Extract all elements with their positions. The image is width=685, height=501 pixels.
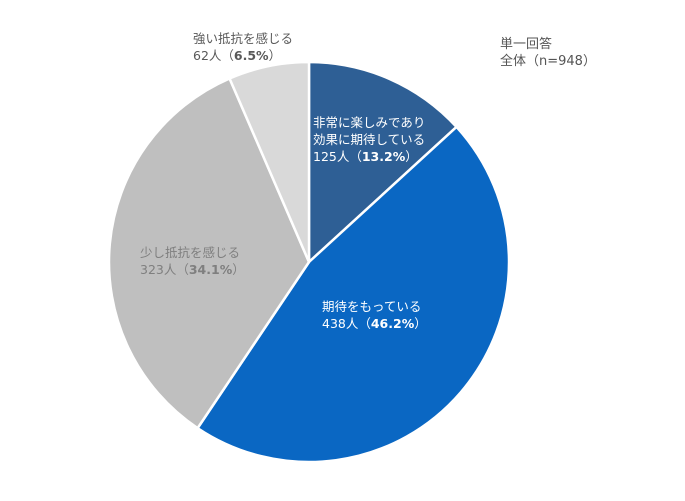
slice-strong-resistance-percent: 6.5% <box>234 48 269 63</box>
slice-high-expectation <box>307 60 458 264</box>
slice-strong-resistance-label-line-1: 強い抵抗を感じる <box>193 31 293 46</box>
slice-high-expectation-count: 125人（ <box>313 149 362 164</box>
slice-strong-resistance-close-paren: ） <box>269 48 282 63</box>
slice-expectation-percent: 46.2% <box>371 316 415 331</box>
pie-slices <box>107 60 511 464</box>
answer-type-label: 単一回答 <box>500 37 553 52</box>
slice-strong-resistance-count: 62人（ <box>193 48 234 63</box>
slice-high-expectation-label-line-1: 非常に楽しみであり <box>313 115 425 130</box>
slice-strong-resistance-label: 強い抵抗を感じる 62人（6.5%） <box>193 31 293 63</box>
pie-labels: 非常に楽しみであり効果に期待している 125人（13.2%）期待をもっている 438… <box>140 31 427 331</box>
slice-high-expectation-label: 非常に楽しみであり効果に期待している 125人（13.2%） <box>313 115 425 164</box>
slice-high-expectation-label-line-2: 効果に期待している <box>313 132 425 147</box>
slice-expectation-label: 期待をもっている 438人（46.2%） <box>322 299 427 331</box>
slice-expectation-label-line-1: 期待をもっている <box>322 299 421 314</box>
slice-expectation-close-paren: ） <box>414 316 427 331</box>
sample-size-label: 全体（n=948） <box>500 54 596 69</box>
slice-expectation <box>196 125 511 464</box>
slice-slight-resistance <box>107 77 311 430</box>
slice-slight-resistance-label-line-1: 少し抵抗を感じる <box>140 245 240 260</box>
slice-slight-resistance-label: 少し抵抗を感じる 323人（34.1%） <box>140 245 245 277</box>
slice-high-expectation-percent: 13.2% <box>362 149 406 164</box>
slice-expectation-count: 438人（ <box>322 316 371 331</box>
slice-slight-resistance-count: 323人（ <box>140 262 189 277</box>
slice-strong-resistance <box>228 60 311 264</box>
slice-slight-resistance-close-paren: ） <box>232 262 245 277</box>
slice-high-expectation-close-paren: ） <box>405 149 418 164</box>
response-note: 単一回答 全体（n=948） <box>500 36 596 70</box>
slice-slight-resistance-percent: 34.1% <box>189 262 233 277</box>
